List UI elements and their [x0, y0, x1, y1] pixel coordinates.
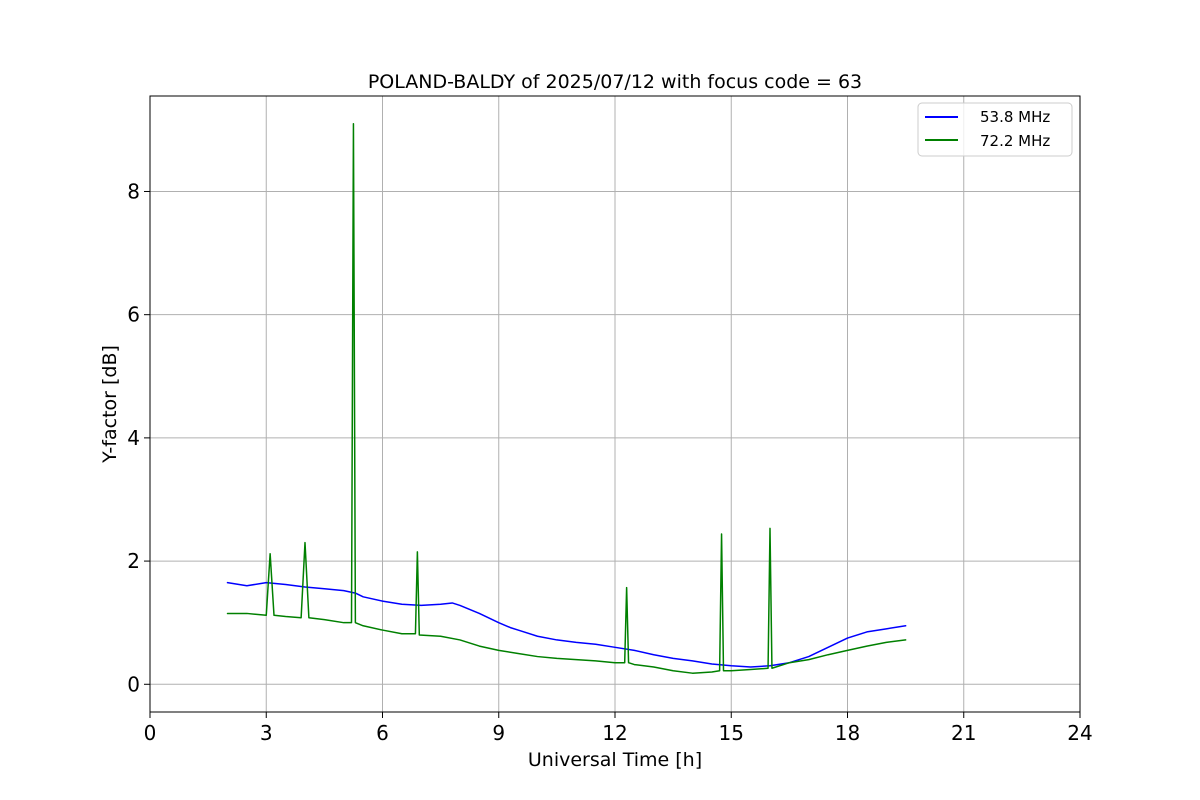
series-layer	[226, 122, 907, 674]
series-line-72-2-mhz	[226, 122, 907, 674]
x-tick-label: 3	[260, 721, 273, 745]
y-tick-label: 2	[127, 549, 140, 573]
y-tick-label: 4	[127, 426, 140, 450]
y-axis-ticks: 0 2 4 6 8	[127, 179, 150, 696]
x-tick-label: 24	[1067, 721, 1092, 745]
legend-label-72-2-mhz: 72.2 MHz	[980, 132, 1050, 150]
x-tick-label: 0	[144, 721, 157, 745]
series-line-53-8-mhz	[226, 581, 907, 668]
x-tick-label: 12	[602, 721, 627, 745]
y-tick-label: 6	[127, 303, 140, 327]
y-tick-label: 8	[127, 179, 140, 203]
x-axis-label: Universal Time [h]	[528, 749, 702, 771]
x-tick-label: 9	[492, 721, 505, 745]
legend: 53.8 MHz 72.2 MHz	[917, 102, 1073, 157]
y-axis-label: Y-factor [dB]	[99, 345, 121, 464]
x-tick-label: 18	[835, 721, 860, 745]
x-tick-label: 21	[951, 721, 976, 745]
y-tick-label: 0	[127, 672, 140, 696]
x-tick-label: 15	[719, 721, 744, 745]
x-axis-ticks: 0 3 6 9 12 15 18 21 24	[144, 712, 1093, 745]
chart-title: POLAND-BALDY of 2025/07/12 with focus co…	[368, 71, 862, 93]
legend-label-53-8-mhz: 53.8 MHz	[980, 108, 1050, 126]
x-tick-label: 6	[376, 721, 389, 745]
